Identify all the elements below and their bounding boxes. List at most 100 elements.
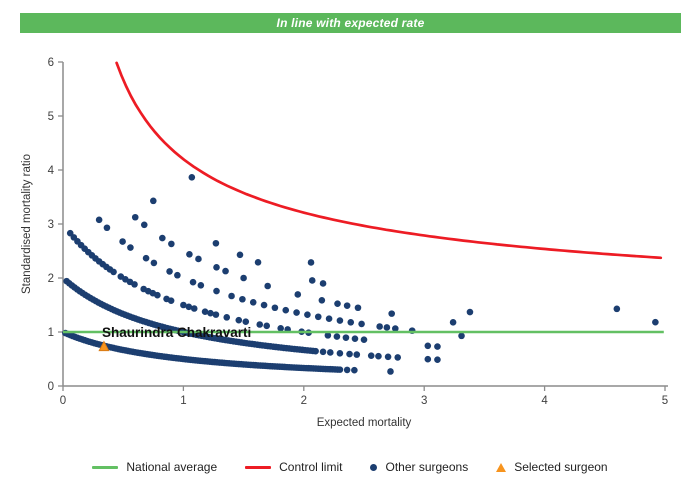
surgeon-dot[interactable]: [367, 352, 375, 359]
surgeon-dot[interactable]: [319, 348, 327, 356]
surgeon-dot[interactable]: [150, 259, 158, 267]
surgeon-dot[interactable]: [263, 322, 271, 330]
surgeon-dot[interactable]: [449, 319, 457, 326]
surgeon-dot[interactable]: [222, 267, 229, 275]
surgeon-dot[interactable]: [189, 278, 197, 286]
surgeon-dot[interactable]: [150, 197, 157, 205]
surgeon-dot[interactable]: [95, 216, 103, 224]
surgeon-dot[interactable]: [277, 325, 284, 332]
surgeon-dot[interactable]: [264, 282, 271, 290]
surgeon-dot[interactable]: [353, 351, 361, 358]
surgeon-dot[interactable]: [394, 354, 402, 361]
surgeon-dot[interactable]: [424, 355, 432, 363]
surgeon-dot[interactable]: [613, 305, 621, 313]
surgeon-dot[interactable]: [334, 300, 341, 307]
surgeon-dot[interactable]: [333, 333, 341, 340]
surgeon-dot[interactable]: [293, 309, 300, 316]
surgeon-dot[interactable]: [383, 324, 391, 331]
surgeon-dot[interactable]: [188, 174, 196, 181]
surgeon-dot[interactable]: [308, 277, 316, 284]
surgeon-dot[interactable]: [304, 311, 311, 319]
surgeon-dot[interactable]: [351, 366, 358, 374]
surgeon-dot[interactable]: [319, 280, 327, 287]
surgeon-dot[interactable]: [140, 221, 148, 229]
surgeon-dot[interactable]: [239, 295, 246, 303]
surgeon-dot[interactable]: [154, 291, 161, 299]
surgeon-dot[interactable]: [228, 292, 235, 300]
surgeon-dot[interactable]: [110, 268, 117, 276]
surgeon-dot[interactable]: [119, 238, 126, 245]
surgeon-dot[interactable]: [201, 308, 209, 315]
surgeon-dot[interactable]: [343, 302, 351, 309]
surgeon-dot[interactable]: [376, 323, 383, 330]
surgeon-dot[interactable]: [466, 308, 474, 316]
surgeon-dot[interactable]: [213, 264, 220, 271]
surgeon-dot[interactable]: [103, 224, 111, 232]
surgeon-dot[interactable]: [652, 318, 659, 326]
surgeon-dot[interactable]: [354, 304, 362, 312]
surgeon-dot[interactable]: [358, 320, 365, 328]
surgeon-dot[interactable]: [168, 240, 175, 248]
surgeon-dot[interactable]: [213, 287, 220, 295]
surgeon-dot[interactable]: [271, 304, 279, 312]
surgeon-dot[interactable]: [185, 303, 193, 311]
surgeon-dot[interactable]: [294, 291, 302, 298]
surgeon-dot[interactable]: [236, 251, 244, 259]
surgeon-dot[interactable]: [318, 296, 326, 304]
surgeon-dot[interactable]: [360, 336, 368, 344]
surgeon-dot[interactable]: [142, 254, 150, 262]
surgeon-dot[interactable]: [375, 352, 382, 360]
surgeon-dot[interactable]: [346, 350, 353, 358]
surgeon-dot[interactable]: [325, 315, 333, 323]
surgeon-dot[interactable]: [458, 332, 465, 340]
surgeon-dot[interactable]: [342, 334, 350, 341]
surgeon-dot[interactable]: [212, 239, 220, 247]
surgeon-dot[interactable]: [424, 342, 432, 350]
surgeon-dot[interactable]: [131, 213, 139, 221]
surgeon-dot[interactable]: [249, 298, 257, 306]
surgeon-dot[interactable]: [174, 271, 181, 279]
surgeon-dot[interactable]: [190, 305, 198, 312]
surgeon-dot[interactable]: [336, 366, 344, 373]
surgeon-dot[interactable]: [166, 268, 173, 275]
legend-item-control-limit[interactable]: Control limit: [245, 460, 342, 474]
surgeon-dot[interactable]: [326, 349, 334, 356]
surgeon-dot[interactable]: [254, 259, 262, 266]
surgeon-dot[interactable]: [197, 282, 205, 289]
surgeon-dot[interactable]: [235, 316, 243, 324]
surgeon-dot[interactable]: [159, 234, 166, 242]
legend-item-national-average[interactable]: National average: [92, 460, 217, 474]
surgeon-dot[interactable]: [223, 314, 231, 321]
surgeon-dot[interactable]: [260, 301, 268, 309]
legend-item-selected-surgeon[interactable]: Selected surgeon: [496, 460, 608, 474]
surgeon-dot[interactable]: [384, 353, 392, 361]
surgeon-dot[interactable]: [324, 332, 332, 339]
surgeon-dot[interactable]: [282, 306, 290, 314]
selected-surgeon-marker[interactable]: [98, 340, 110, 352]
surgeon-dot[interactable]: [347, 318, 355, 326]
surgeon-dot[interactable]: [336, 349, 344, 357]
surgeon-dot[interactable]: [387, 368, 394, 375]
surgeon-dot[interactable]: [314, 313, 322, 321]
surgeon-dot[interactable]: [186, 250, 193, 258]
surgeon-dot[interactable]: [336, 317, 344, 324]
surgeon-dot[interactable]: [167, 297, 175, 304]
surgeon-dot[interactable]: [240, 274, 247, 282]
surgeon-dot[interactable]: [392, 325, 399, 332]
surgeon-dot[interactable]: [388, 310, 395, 317]
surgeon-dot[interactable]: [351, 335, 359, 343]
surgeon-dot[interactable]: [242, 318, 250, 325]
surgeon-dot[interactable]: [207, 309, 214, 317]
legend-item-other-surgeons[interactable]: Other surgeons: [370, 460, 468, 474]
surgeon-dot[interactable]: [434, 356, 441, 364]
surgeon-dot[interactable]: [343, 366, 351, 374]
surgeon-dot[interactable]: [195, 255, 202, 263]
surgeon-dot[interactable]: [127, 244, 134, 251]
surgeon-dot[interactable]: [256, 321, 264, 328]
surgeon-dot[interactable]: [307, 259, 315, 266]
surgeon-dot[interactable]: [312, 347, 319, 355]
surgeon-dot[interactable]: [212, 311, 220, 318]
surgeon-dot[interactable]: [434, 343, 441, 350]
surgeon-dot[interactable]: [180, 301, 187, 309]
surgeon-dot[interactable]: [131, 281, 138, 288]
